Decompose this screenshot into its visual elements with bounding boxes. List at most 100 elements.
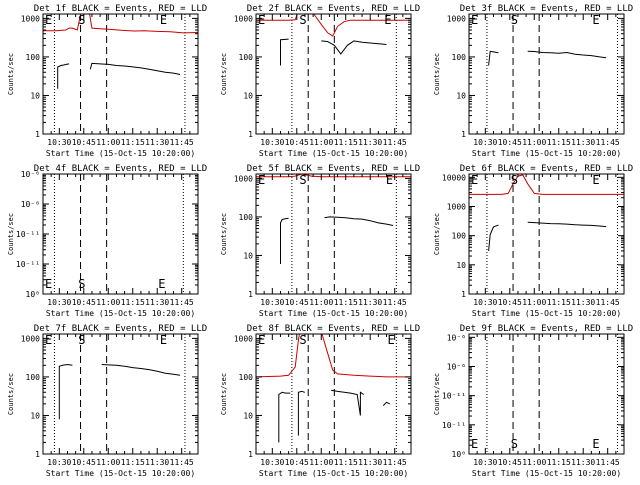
detector-panel: 10⁰ 10⁻¹¹ 10⁻¹¹ 10⁻⁶ 10⁻⁶ 10:30 10:45 11:00 11:1… (433, 324, 633, 478)
detector-panel: 1 10 100 1000 10:30 10:45 11:00 11:15 11:30 11:45… (7, 4, 207, 158)
x-tick-label: 10:45 (72, 298, 96, 307)
panel-title: Det 1f BLACK = Events, RED = LLD (34, 4, 207, 14)
x-tick-label: 11:30 (358, 298, 382, 307)
y-tick-label: 1 (35, 450, 40, 459)
x-axis-label: Start Time (15-Oct-15 10:20:00) (259, 469, 408, 478)
lld-series-line (469, 174, 624, 195)
x-tick-label: 11:15 (121, 138, 145, 147)
plot-frame (468, 333, 625, 455)
x-axis-label: Start Time (15-Oct-15 10:20:00) (259, 309, 408, 318)
x-tick-label: 10:30 (473, 458, 497, 467)
panel-title: Det 4f BLACK = Events, RED = LLD (34, 164, 207, 174)
events-series-line (527, 50, 607, 59)
y-tick-label: 1000 (447, 202, 466, 211)
x-tick-label: 11:45 (383, 458, 407, 467)
x-axis-label: Start Time (15-Oct-15 10:20:00) (472, 309, 621, 318)
x-tick-label: 11:15 (334, 298, 358, 307)
panel-title: Det 5f BLACK = Events, RED = LLD (247, 164, 420, 174)
x-tick-label: 10:45 (285, 138, 309, 147)
y-tick-label: 10 (456, 91, 466, 100)
x-tick-label: 10:45 (498, 458, 522, 467)
event-marker-label: S (299, 13, 306, 27)
detector-panel: 1 10 100 1000 10:30 10:45 11:00 11:15 11:30 11:45… (7, 324, 207, 478)
x-tick-label: 10:45 (285, 298, 309, 307)
x-tick-label: 11:00 (309, 298, 333, 307)
event-marker-label: E (592, 437, 599, 451)
y-axis-label: Counts/sec (433, 373, 441, 415)
y-axis-label: Counts/sec (7, 213, 15, 255)
x-tick-label: 11:30 (358, 458, 382, 467)
detector-panel: 1 10 100 1000 10:30 10:45 11:00 11:15 11:30 11:45… (220, 4, 420, 158)
detector-panel: 1 10 100 1000 10:30 10:45 11:00 11:15 11:30 11:45… (220, 324, 420, 478)
event-marker-label: E (45, 277, 52, 291)
panel-title: Det 9f BLACK = Events, RED = LLD (460, 324, 633, 334)
x-tick-label: 10:30 (47, 298, 71, 307)
events-series-line (382, 401, 391, 406)
plot-frame (255, 333, 412, 455)
y-axis-label: Counts/sec (220, 213, 228, 255)
y-tick-label: 10⁻¹¹ (16, 230, 40, 239)
x-tick-label: 10:45 (498, 298, 522, 307)
event-marker-label: S (78, 333, 85, 347)
x-tick-label: 10:45 (72, 138, 96, 147)
event-marker-label: E (471, 13, 478, 27)
events-series-line (101, 364, 181, 376)
y-tick-label: 1 (248, 450, 253, 459)
plot-frame (468, 13, 625, 135)
x-axis-label: Start Time (15-Oct-15 10:20:00) (46, 149, 195, 158)
detector-panel: 1 10 100 1000 10:30 10:45 11:00 11:15 11:30 11:45… (433, 4, 633, 158)
events-series-line (324, 216, 394, 226)
y-tick-label: 10⁻⁶ (21, 200, 40, 209)
x-tick-label: 11:00 (96, 138, 120, 147)
y-tick-label: 10⁻¹¹ (16, 260, 40, 269)
y-tick-label: 1 (461, 130, 466, 139)
y-tick-label: 10⁻¹¹ (442, 392, 466, 401)
y-tick-label: 10⁰ (452, 450, 466, 459)
x-axis-label: Start Time (15-Oct-15 10:20:00) (46, 309, 195, 318)
x-tick-label: 11:15 (334, 458, 358, 467)
y-tick-label: 100 (239, 53, 254, 62)
x-axis-label: Start Time (15-Oct-15 10:20:00) (472, 469, 621, 478)
detector-panel: 1 10 100 1000 10:30 10:45 11:00 11:15 11:30 11:45… (220, 164, 420, 318)
y-tick-label: 1000 (234, 174, 253, 183)
y-tick-label: 100 (239, 373, 254, 382)
plot-frame (468, 173, 625, 295)
event-marker-label: E (160, 13, 167, 27)
x-tick-label: 11:00 (309, 458, 333, 467)
x-tick-label: 11:15 (547, 138, 571, 147)
x-tick-label: 10:45 (498, 138, 522, 147)
x-tick-label: 11:15 (547, 298, 571, 307)
x-tick-label: 11:00 (522, 458, 546, 467)
x-tick-label: 11:30 (571, 138, 595, 147)
x-tick-label: 10:30 (260, 138, 284, 147)
events-series-line (488, 224, 499, 251)
events-series-line (58, 363, 73, 420)
x-tick-label: 11:45 (170, 138, 194, 147)
x-tick-label: 11:45 (596, 298, 620, 307)
y-tick-label: 100 (26, 373, 41, 382)
x-tick-label: 11:00 (309, 138, 333, 147)
x-tick-label: 11:00 (522, 298, 546, 307)
y-tick-label: 10⁻⁶ (447, 362, 466, 371)
y-tick-label: 10⁻⁶ (447, 333, 466, 342)
x-tick-label: 10:30 (473, 298, 497, 307)
x-tick-label: 11:00 (522, 138, 546, 147)
y-tick-label: 1000 (234, 14, 253, 23)
y-tick-label: 1000 (447, 14, 466, 23)
event-marker-label: E (45, 333, 52, 347)
y-tick-label: 10 (243, 411, 253, 420)
plot-frame (42, 333, 199, 455)
x-tick-label: 10:30 (473, 138, 497, 147)
events-series-line (89, 62, 181, 75)
plot-frame (42, 13, 199, 135)
event-marker-label: E (386, 173, 393, 187)
x-tick-label: 11:00 (96, 298, 120, 307)
y-tick-label: 10 (243, 251, 253, 260)
y-axis-label: Counts/sec (7, 53, 15, 95)
event-marker-label: E (258, 173, 265, 187)
events-series-line (280, 38, 289, 66)
y-tick-label: 1 (248, 130, 253, 139)
y-tick-label: 10 (30, 91, 40, 100)
x-tick-label: 10:45 (285, 458, 309, 467)
y-tick-label: 1 (35, 130, 40, 139)
